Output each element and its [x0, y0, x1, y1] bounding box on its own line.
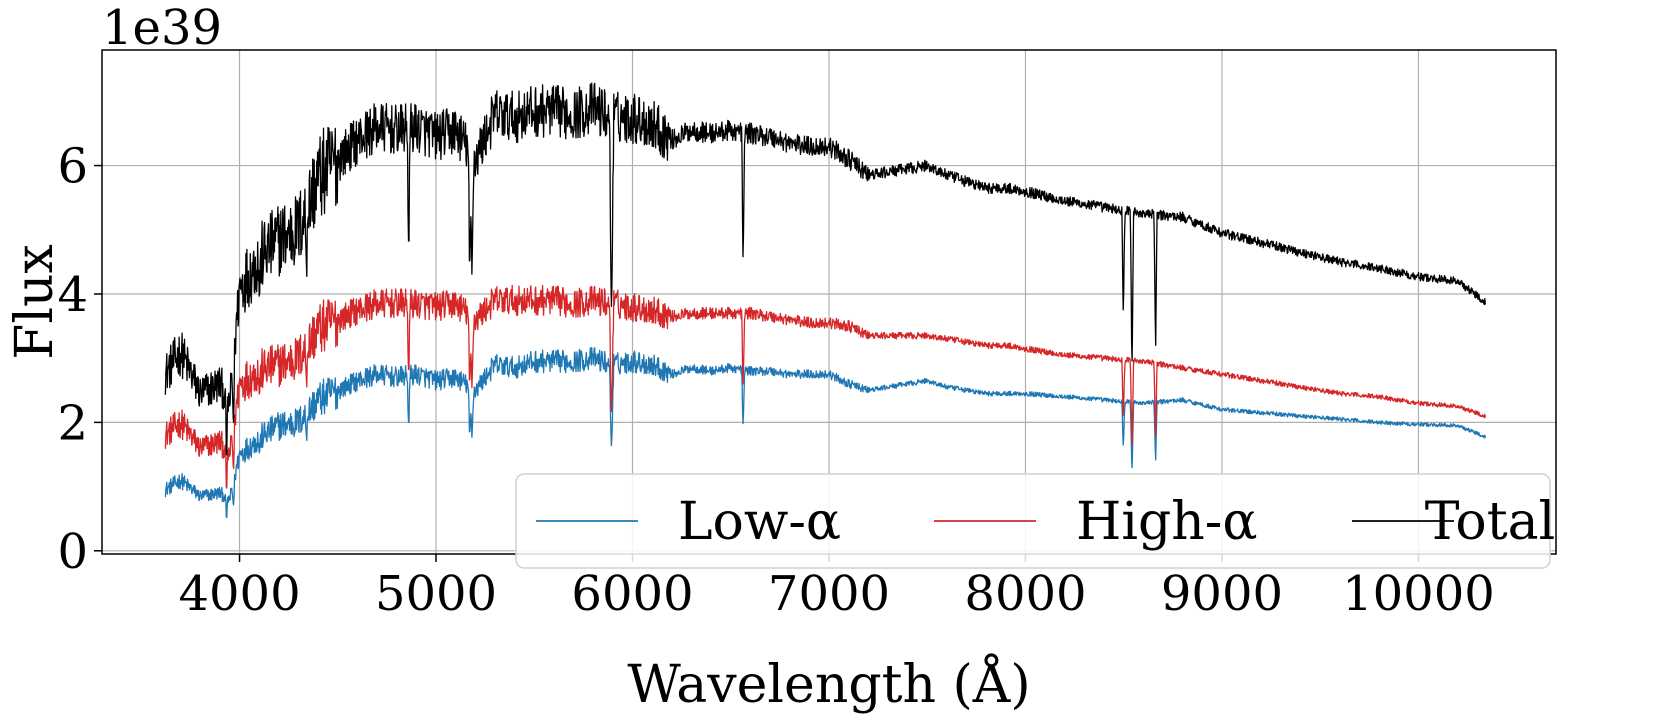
y-axis-label: Flux	[5, 244, 65, 360]
x-tick-label: 9000	[1161, 566, 1283, 622]
y-tick-label: 2	[57, 395, 88, 451]
x-tick-label: 6000	[571, 566, 693, 622]
ticks: 4000 5000 6000 7000 8000 9000 10000 0 2 4 6	[57, 139, 1494, 622]
x-tick-label: 8000	[964, 566, 1086, 622]
x-tick-label: 10000	[1342, 566, 1495, 622]
y-offset-label: 1e39	[102, 0, 222, 56]
series-line-total	[164, 82, 1486, 456]
legend-label: Low-α	[678, 492, 841, 552]
x-axis-label: Wavelength (Å)	[627, 653, 1030, 715]
y-tick-label: 6	[57, 139, 88, 195]
legend: Low-α High-α Total	[515, 473, 1555, 569]
legend-label: Total	[1425, 492, 1555, 552]
y-tick-label: 0	[57, 524, 88, 580]
series-line-low-alpha	[164, 346, 1486, 519]
x-tick-label: 5000	[375, 566, 497, 622]
series-line-high-alpha	[164, 284, 1486, 489]
legend-label: High-α	[1076, 492, 1257, 552]
series-group	[164, 82, 1486, 519]
x-tick-label: 4000	[178, 566, 300, 622]
x-tick-label: 7000	[768, 566, 890, 622]
y-tick-label: 4	[57, 267, 88, 323]
